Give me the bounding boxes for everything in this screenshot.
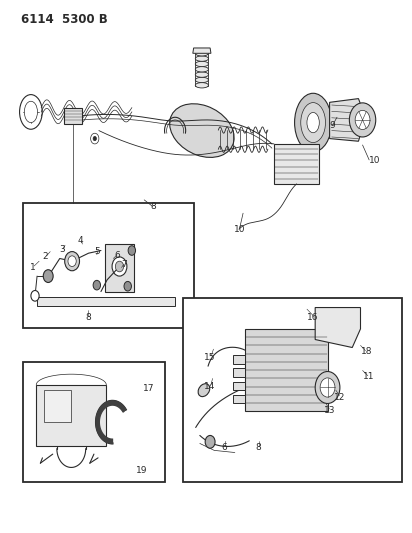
Bar	[233, 382, 245, 390]
Text: 10: 10	[369, 156, 381, 165]
Ellipse shape	[198, 384, 210, 397]
Text: 6: 6	[222, 443, 227, 452]
Ellipse shape	[195, 61, 208, 67]
Text: 16: 16	[307, 313, 319, 321]
Polygon shape	[96, 401, 126, 443]
Text: 9: 9	[330, 121, 335, 130]
Text: 13: 13	[324, 406, 335, 415]
Circle shape	[115, 261, 124, 272]
Ellipse shape	[195, 77, 208, 83]
Text: 12: 12	[334, 393, 346, 401]
Circle shape	[31, 290, 39, 301]
Polygon shape	[330, 99, 363, 141]
Circle shape	[91, 133, 99, 144]
Ellipse shape	[195, 56, 208, 61]
Bar	[105, 244, 134, 292]
Bar	[44, 390, 71, 422]
Circle shape	[128, 246, 136, 255]
Bar	[233, 355, 245, 364]
Polygon shape	[37, 297, 175, 306]
Circle shape	[205, 435, 215, 448]
Text: 5: 5	[94, 247, 100, 256]
Ellipse shape	[295, 93, 332, 152]
Text: 8: 8	[86, 313, 91, 321]
Text: 8: 8	[150, 203, 156, 212]
Text: 10: 10	[234, 225, 246, 234]
Ellipse shape	[195, 72, 208, 77]
Text: 19: 19	[136, 466, 148, 474]
Text: 6114  5300 B: 6114 5300 B	[21, 13, 108, 26]
Bar	[23, 362, 165, 482]
Ellipse shape	[195, 83, 208, 88]
Text: 3: 3	[59, 245, 65, 254]
Text: 14: 14	[204, 382, 216, 391]
Ellipse shape	[307, 112, 319, 133]
Bar	[183, 298, 402, 482]
Polygon shape	[193, 48, 211, 53]
Circle shape	[124, 281, 131, 291]
Text: 2: 2	[42, 253, 48, 261]
Text: 11: 11	[363, 373, 375, 381]
Text: 18: 18	[361, 348, 372, 356]
Circle shape	[320, 378, 335, 397]
Ellipse shape	[20, 95, 42, 130]
Bar	[23, 203, 194, 328]
Text: 15: 15	[204, 353, 216, 361]
Polygon shape	[315, 308, 360, 348]
Circle shape	[355, 110, 370, 130]
Circle shape	[315, 372, 340, 403]
Ellipse shape	[195, 67, 208, 72]
Ellipse shape	[24, 101, 37, 123]
Bar	[64, 108, 82, 124]
Circle shape	[93, 136, 96, 141]
Circle shape	[349, 103, 376, 137]
Circle shape	[65, 252, 80, 271]
Bar	[233, 395, 245, 403]
Bar	[195, 54, 208, 86]
Circle shape	[112, 257, 127, 276]
Text: 1: 1	[30, 263, 36, 272]
Polygon shape	[36, 385, 106, 446]
Ellipse shape	[170, 104, 234, 157]
Circle shape	[43, 270, 53, 282]
Bar	[233, 368, 245, 377]
Bar	[274, 144, 319, 184]
Ellipse shape	[195, 51, 208, 56]
Text: 8: 8	[256, 443, 262, 452]
Text: 17: 17	[143, 384, 154, 392]
Bar	[245, 329, 328, 411]
Text: 6: 6	[115, 252, 120, 260]
Text: 4: 4	[77, 237, 83, 245]
Circle shape	[68, 256, 76, 266]
Text: 7: 7	[121, 261, 126, 269]
Circle shape	[93, 280, 101, 290]
Ellipse shape	[301, 102, 325, 142]
